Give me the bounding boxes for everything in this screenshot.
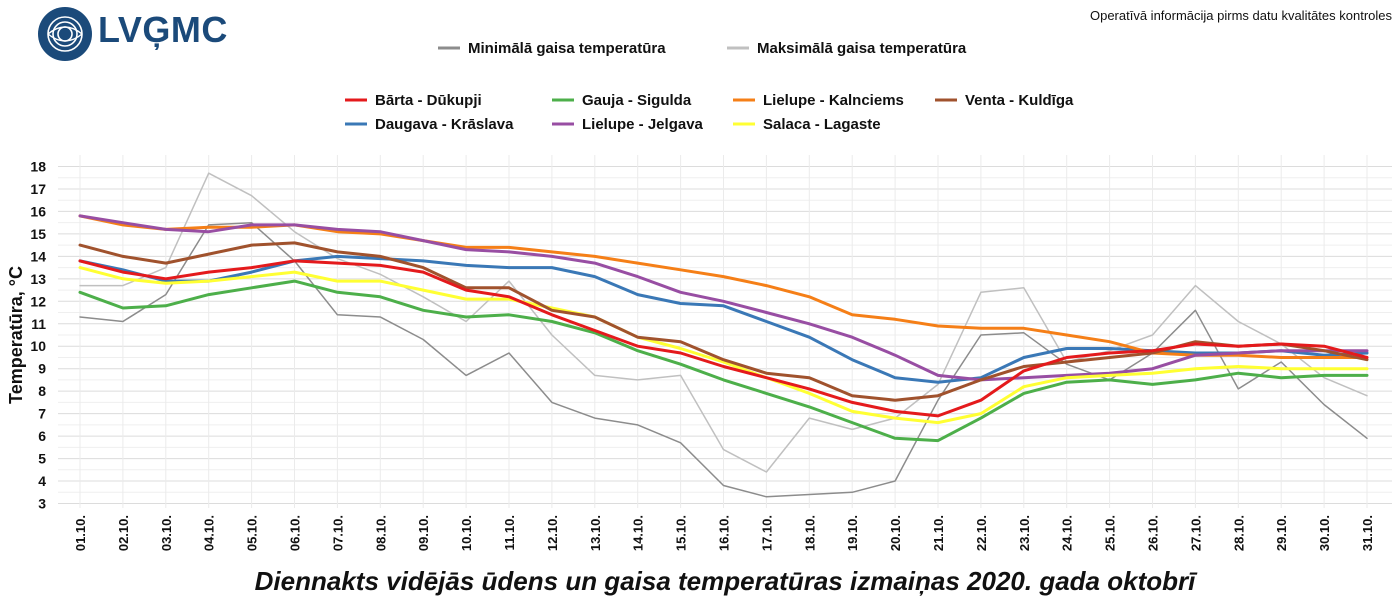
- y-tick-label: 17: [30, 181, 46, 197]
- x-tick-label: 17.10.: [759, 515, 774, 551]
- x-tick-label: 05.10.: [245, 515, 260, 551]
- chart-series: [78, 172, 1369, 498]
- x-tick-label: 20.10.: [888, 515, 903, 551]
- x-tick-label: 28.10.: [1231, 515, 1246, 551]
- x-tick-label: 24.10.: [1060, 515, 1075, 551]
- x-tick-label: 11.10.: [502, 515, 517, 550]
- y-tick-label: 6: [38, 428, 46, 444]
- x-tick-label: 04.10.: [202, 515, 217, 551]
- x-tick-label: 02.10.: [116, 515, 131, 551]
- y-tick-label: 3: [38, 496, 46, 512]
- chart-title: Diennakts vidējās ūdens un gaisa tempera…: [255, 566, 1198, 596]
- legend-label: Lielupe - Jelgava: [582, 116, 704, 133]
- x-tick-label: 14.10.: [631, 515, 646, 551]
- x-axis-ticks: 01.10. 02.10. 03.10. 04.10. 05.10. 06.10. 07.1…: [73, 515, 1375, 551]
- x-tick-label: 15.10.: [674, 515, 689, 551]
- y-axis-label: Temperatūra, °C: [6, 266, 26, 404]
- x-tick-label: 19.10.: [845, 515, 860, 551]
- data-quality-notice: Operatīvā informācija pirms datu kvalitā…: [1089, 8, 1392, 23]
- legend-label: Bārta - Dūkupji: [375, 92, 482, 109]
- x-tick-label: 21.10.: [931, 515, 946, 551]
- chart-grid: [58, 155, 1392, 508]
- series-line: [78, 214, 1369, 382]
- y-tick-label: 5: [38, 451, 46, 467]
- x-tick-label: 26.10.: [1146, 515, 1161, 551]
- y-axis-ticks: 3 4 5 6 7 8 9 10 11 12 13 14 15 16 17 18: [30, 159, 46, 512]
- x-tick-label: 27.10.: [1188, 515, 1203, 551]
- y-tick-label: 13: [30, 271, 46, 287]
- legend-label: Venta - Kuldīga: [965, 92, 1074, 109]
- legend-label: Salaca - Lagaste: [763, 116, 881, 133]
- legend-label: Minimālā gaisa temperatūra: [468, 40, 666, 57]
- x-tick-label: 01.10.: [73, 515, 88, 551]
- y-tick-label: 11: [31, 316, 46, 332]
- legend-label: Maksimālā gaisa temperatūra: [757, 40, 967, 57]
- x-tick-label: 06.10.: [288, 515, 303, 551]
- x-tick-label: 18.10.: [802, 515, 817, 551]
- x-tick-label: 31.10.: [1360, 515, 1375, 551]
- chart-legend: Minimālā gaisa temperatūra Maksimālā gais…: [345, 40, 1074, 133]
- legend-label: Gauja - Sigulda: [582, 92, 692, 109]
- legend-label: Lielupe - Kalnciems: [763, 92, 904, 109]
- y-tick-label: 9: [38, 361, 46, 377]
- x-tick-label: 29.10.: [1274, 515, 1289, 551]
- x-tick-label: 30.10.: [1317, 515, 1332, 551]
- x-tick-label: 13.10.: [588, 515, 603, 551]
- x-tick-label: 16.10.: [717, 515, 732, 551]
- y-tick-label: 15: [30, 226, 46, 242]
- series-line: [78, 266, 1369, 425]
- x-tick-label: 09.10.: [416, 515, 431, 551]
- series-line: [78, 241, 1369, 402]
- y-tick-label: 8: [38, 383, 46, 399]
- x-tick-label: 12.10.: [545, 515, 560, 551]
- x-tick-label: 07.10.: [330, 515, 345, 551]
- y-tick-label: 18: [30, 159, 46, 175]
- y-tick-label: 7: [38, 406, 46, 422]
- x-tick-label: 03.10.: [159, 515, 174, 551]
- logo-text: LVĢMC: [98, 9, 228, 50]
- x-tick-label: 23.10.: [1017, 515, 1032, 551]
- lvgmc-logo-icon: [38, 7, 92, 61]
- y-tick-label: 14: [30, 248, 46, 264]
- series-line: [78, 279, 1369, 443]
- x-tick-label: 10.10.: [459, 515, 474, 551]
- x-tick-label: 08.10.: [373, 515, 388, 551]
- y-tick-label: 12: [30, 293, 46, 309]
- x-tick-label: 25.10.: [1103, 515, 1118, 551]
- y-tick-label: 16: [30, 203, 46, 219]
- legend-label: Daugava - Krāslava: [375, 116, 514, 133]
- series-line: [79, 172, 1368, 473]
- series-line: [78, 259, 1369, 418]
- y-tick-label: 4: [38, 473, 46, 489]
- x-tick-label: 22.10.: [974, 515, 989, 551]
- y-tick-label: 10: [30, 338, 46, 354]
